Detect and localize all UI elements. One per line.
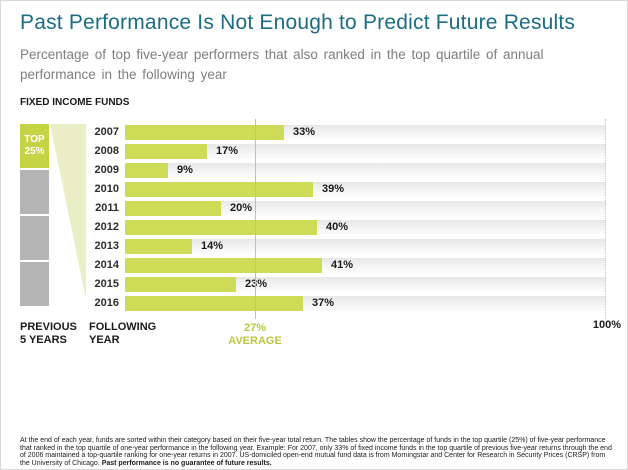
bar xyxy=(125,277,236,292)
value-label: 33% xyxy=(293,126,316,138)
value-label: 9% xyxy=(177,164,193,176)
page-title: Past Performance Is Not Enough to Predic… xyxy=(20,11,576,34)
year-label: 2016 xyxy=(94,297,119,309)
bar xyxy=(125,239,192,254)
year-label: 2015 xyxy=(94,278,119,290)
axis-max-label: 100% xyxy=(592,319,621,331)
bar xyxy=(125,125,284,140)
bar xyxy=(125,182,313,197)
bar xyxy=(125,258,322,273)
year-label: 2013 xyxy=(94,240,119,252)
bar-track xyxy=(125,182,606,197)
quartile-box-2 xyxy=(20,170,49,214)
bar-track xyxy=(125,125,606,140)
bar xyxy=(125,163,168,178)
year-label: 2007 xyxy=(94,126,119,138)
bar xyxy=(125,144,207,159)
bar-track xyxy=(125,163,606,178)
previous-5-years-label: PREVIOUS 5 YEARS xyxy=(20,321,77,346)
bar-track xyxy=(125,296,606,311)
year-label: 2009 xyxy=(94,164,119,176)
quartile-box-top-25: TOP 25% xyxy=(20,124,49,168)
value-label: 17% xyxy=(216,145,239,157)
bar xyxy=(125,201,221,216)
year-label: 2011 xyxy=(95,202,119,214)
bar-track xyxy=(125,201,606,216)
footnote-bold-text: Past performance is no guarantee of futu… xyxy=(101,459,272,467)
value-label: 37% xyxy=(312,297,335,309)
quartile-box-3 xyxy=(20,216,49,260)
page-subtitle: Percentage of top five-year performers t… xyxy=(20,47,544,82)
bar-track xyxy=(125,239,606,254)
bar-track xyxy=(125,144,606,159)
value-label: 23% xyxy=(245,278,268,290)
bar-track xyxy=(125,220,606,235)
footnote-text: At the end of each year, funds are sorte… xyxy=(20,437,612,467)
average-line xyxy=(255,119,256,319)
value-label: 20% xyxy=(230,202,253,214)
average-label: 27% AVERAGE xyxy=(228,322,282,347)
section-label: FIXED INCOME FUNDS xyxy=(20,97,130,108)
value-label: 40% xyxy=(326,221,349,233)
bar xyxy=(125,296,303,311)
year-label: 2012 xyxy=(94,221,119,233)
year-label: 2014 xyxy=(94,259,119,271)
value-label: 41% xyxy=(331,259,354,271)
value-label: 39% xyxy=(322,183,345,195)
value-label: 14% xyxy=(201,240,224,252)
footnote: At the end of each year, funds are sorte… xyxy=(20,437,612,467)
bar-track xyxy=(125,258,606,273)
bar xyxy=(125,220,317,235)
following-year-label: FOLLOWING YEAR xyxy=(89,321,157,346)
bar-track xyxy=(125,277,606,292)
year-label: 2010 xyxy=(94,183,119,195)
quartile-box-4 xyxy=(20,262,49,306)
year-label: 2008 xyxy=(94,145,119,157)
max-guide-line xyxy=(605,119,606,319)
